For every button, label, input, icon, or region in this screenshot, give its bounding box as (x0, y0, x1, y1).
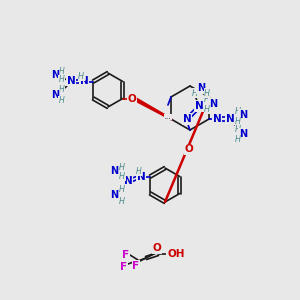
Text: N: N (51, 89, 59, 100)
Text: H: H (119, 197, 125, 206)
Text: H: H (58, 96, 64, 105)
Text: N: N (239, 129, 247, 139)
Text: F: F (122, 250, 130, 260)
Text: H: H (119, 172, 125, 181)
Text: H: H (235, 116, 241, 125)
Text: F: F (132, 261, 140, 271)
Text: H: H (58, 67, 64, 76)
Text: H: H (235, 134, 241, 143)
Text: H: H (204, 104, 210, 113)
Text: H: H (119, 185, 125, 194)
Text: N: N (137, 172, 146, 182)
Text: N: N (195, 101, 203, 111)
Text: H: H (58, 85, 64, 94)
Text: H: H (204, 94, 210, 103)
Text: H: H (235, 106, 241, 116)
Text: H: H (204, 88, 210, 98)
Text: N: N (197, 83, 205, 93)
Text: F: F (120, 262, 128, 272)
Text: H: H (192, 88, 198, 98)
Text: O: O (153, 243, 161, 253)
Text: O: O (185, 145, 194, 154)
Text: N: N (124, 176, 133, 187)
Text: N: N (213, 114, 221, 124)
Text: ...: ... (165, 114, 171, 120)
Text: H: H (119, 163, 125, 172)
Text: N: N (80, 76, 89, 86)
Text: N: N (239, 110, 247, 120)
Text: H: H (235, 124, 241, 134)
Text: H: H (78, 72, 84, 81)
Text: N: N (110, 190, 118, 200)
Text: N: N (209, 99, 217, 109)
Text: OH: OH (167, 249, 185, 259)
Text: H: H (58, 75, 64, 84)
Text: N: N (183, 114, 191, 124)
Text: H: H (135, 167, 141, 176)
Text: N: N (51, 70, 59, 80)
Text: O: O (127, 94, 136, 103)
Text: N: N (67, 76, 76, 85)
Text: N: N (110, 167, 118, 176)
Text: N: N (226, 114, 234, 124)
